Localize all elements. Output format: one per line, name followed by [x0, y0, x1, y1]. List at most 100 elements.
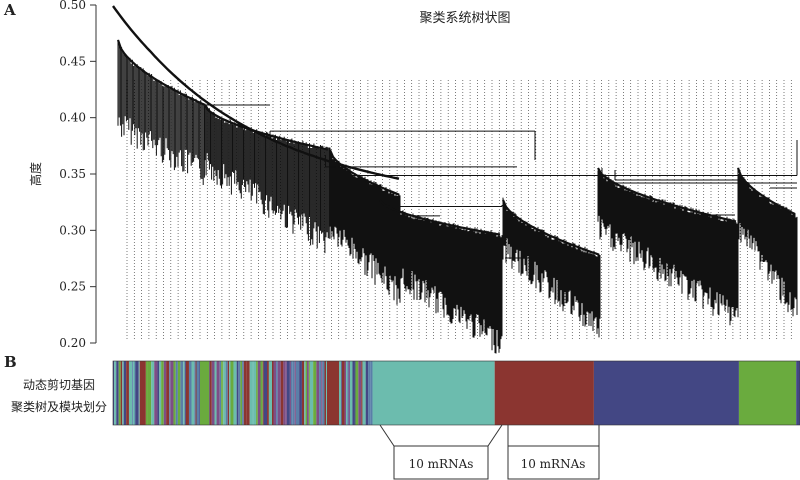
module-stripe: [352, 361, 355, 425]
branch-cluster-red-envelope: [501, 199, 600, 256]
module-stripe: [321, 361, 323, 425]
module-stripe: [240, 361, 243, 425]
module-stripe: [216, 361, 220, 425]
module-stripe: [249, 361, 253, 425]
module-stripe: [362, 361, 366, 425]
module-stripe: [243, 361, 247, 425]
module-stripe: [302, 361, 305, 425]
module-block-blue-tail: [796, 361, 800, 425]
zoom-box: [507, 445, 600, 480]
module-stripe: [147, 361, 152, 425]
branch-cluster-teal-envelope: [379, 199, 501, 236]
module-stripe: [128, 361, 133, 425]
module-stripe: [365, 361, 369, 425]
y-tick-label: 0.45: [59, 54, 86, 68]
colorbar-label-line2: 聚类树及模块划分: [11, 399, 107, 414]
module-stripe: [346, 361, 348, 425]
module-stripe: [285, 361, 287, 425]
branch-cluster-green: [737, 167, 798, 317]
module-stripe: [222, 361, 224, 425]
zoom-line-left: [379, 424, 395, 447]
module-stripe: [242, 361, 244, 425]
module-stripe: [358, 361, 362, 425]
module-stripe: [188, 361, 192, 425]
module-stripe: [313, 361, 317, 425]
chart-title: 聚类系统树状图: [419, 11, 510, 26]
module-stripe: [280, 361, 284, 425]
module-stripe: [166, 361, 170, 425]
module-block-green: [738, 361, 797, 425]
zoom-box-label: 10 mRNAs: [521, 457, 586, 471]
module-stripe: [273, 361, 277, 425]
module-stripe: [138, 361, 140, 425]
module-stripe: [324, 361, 327, 425]
module-stripe: [132, 361, 134, 425]
module-stripe: [262, 361, 264, 425]
module-stripe: [114, 361, 117, 425]
y-tick-label: 0.35: [59, 167, 86, 181]
module-stripe: [252, 361, 254, 425]
branch-cluster-teal: [379, 200, 503, 354]
y-tick-label: 0.40: [59, 111, 86, 125]
module-stripe: [267, 361, 269, 425]
zoom-box-label: 10 mRNAs: [409, 457, 474, 471]
module-stripe: [221, 361, 223, 425]
module-block-teal: [372, 361, 495, 425]
module-stripe: [230, 361, 234, 425]
module-stripe: [143, 361, 146, 425]
module-stripe: [157, 361, 160, 425]
module-stripe: [295, 361, 300, 425]
y-ticks: 0.20 0.25 0.30 0.35 0.40 0.45 0.50: [59, 0, 96, 350]
module-stripe: [368, 361, 371, 425]
module-stripe: [139, 361, 143, 425]
module-stripe: [348, 361, 350, 425]
module-stripe: [349, 361, 353, 425]
dendrogram-tree: [112, 5, 798, 354]
module-stripe: [290, 361, 293, 425]
module-color-bar: [112, 360, 800, 426]
module-stripe: [347, 361, 349, 425]
branch-cluster-mixed-1: [117, 39, 205, 185]
module-block-red: [494, 361, 594, 425]
module-stripe: [123, 361, 127, 425]
module-stripe: [309, 361, 314, 425]
module-stripe: [194, 361, 196, 425]
module-stripe: [113, 361, 115, 425]
module-stripe: [170, 361, 174, 425]
branch-cluster-blue: [597, 170, 739, 326]
branch-cluster-mixed-3-envelope: [328, 149, 400, 196]
module-stripe: [195, 361, 197, 425]
branch-cluster-mixed-1-envelope: [116, 39, 206, 106]
module-stripe: [185, 361, 189, 425]
module-stripe: [159, 361, 162, 425]
module-stripe: [344, 361, 347, 425]
module-stripe: [326, 361, 328, 425]
module-stripe: [225, 361, 228, 425]
panel-a-label: A: [3, 1, 16, 19]
module-stripe: [253, 361, 257, 425]
module-stripe: [277, 361, 281, 425]
module-stripe: [246, 361, 250, 425]
module-stripe: [184, 361, 186, 425]
zoom-callout-red: 10 mRNAs: [507, 425, 600, 480]
module-stripe: [294, 361, 296, 425]
module-stripe: [299, 361, 302, 425]
module-stripe: [292, 361, 295, 425]
module-stripe: [199, 361, 201, 425]
module-stripe: [283, 361, 286, 425]
module-stripe: [322, 361, 325, 425]
module-stripe: [118, 361, 121, 425]
module-stripe: [116, 361, 119, 425]
module-stripe: [307, 361, 309, 425]
module-stripe: [233, 361, 237, 425]
module-stripe: [341, 361, 342, 425]
module-stripe: [219, 361, 222, 425]
y-tick-label: 0.25: [59, 280, 86, 294]
module-stripe: [126, 361, 129, 425]
module-stripe: [319, 361, 322, 425]
module-stripe: [354, 361, 356, 425]
module-block-blue: [593, 361, 739, 425]
module-stripe: [211, 361, 215, 425]
panel-b-label: B: [4, 353, 17, 371]
